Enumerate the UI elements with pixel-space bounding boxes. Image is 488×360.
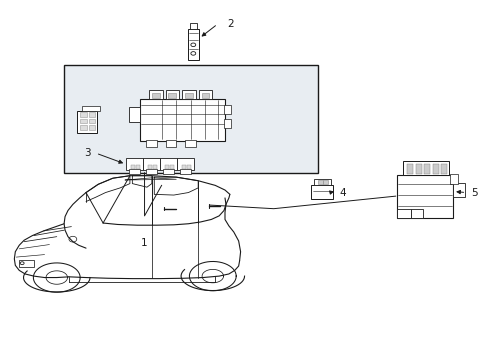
- Bar: [80, 119, 86, 123]
- Bar: [182, 165, 186, 168]
- Bar: [177, 158, 193, 170]
- Bar: [165, 140, 176, 147]
- Bar: [313, 179, 330, 185]
- Bar: [163, 169, 173, 174]
- Bar: [148, 165, 152, 168]
- Text: 4: 4: [339, 188, 346, 198]
- Bar: [64, 65, 317, 173]
- Bar: [153, 165, 157, 168]
- Bar: [323, 180, 328, 184]
- Bar: [89, 119, 95, 123]
- Bar: [126, 158, 142, 170]
- Bar: [317, 180, 322, 184]
- Bar: [146, 169, 157, 174]
- Text: 1: 1: [141, 238, 147, 248]
- Bar: [432, 163, 438, 174]
- Bar: [449, 174, 457, 184]
- Bar: [180, 169, 190, 174]
- Bar: [440, 163, 447, 174]
- Bar: [146, 140, 157, 147]
- Bar: [396, 175, 452, 219]
- Bar: [77, 111, 97, 133]
- Bar: [188, 30, 199, 60]
- Text: 5: 5: [470, 188, 477, 198]
- Bar: [189, 23, 196, 30]
- Bar: [149, 90, 162, 99]
- Bar: [184, 140, 195, 147]
- Bar: [310, 185, 332, 199]
- Bar: [80, 125, 86, 130]
- Bar: [152, 93, 159, 98]
- Bar: [186, 165, 191, 168]
- Bar: [136, 165, 140, 168]
- Bar: [410, 210, 423, 219]
- Bar: [143, 158, 159, 170]
- Bar: [165, 90, 179, 99]
- Bar: [198, 90, 212, 99]
- Bar: [82, 106, 100, 111]
- Bar: [201, 93, 209, 98]
- Bar: [129, 107, 140, 122]
- Bar: [169, 165, 174, 168]
- Bar: [415, 163, 421, 174]
- Bar: [131, 165, 135, 168]
- Bar: [452, 183, 464, 197]
- Bar: [160, 158, 176, 170]
- Bar: [184, 93, 192, 98]
- Bar: [402, 161, 448, 175]
- Bar: [89, 112, 95, 117]
- Bar: [168, 93, 176, 98]
- Bar: [396, 210, 410, 219]
- Bar: [182, 90, 195, 99]
- Bar: [224, 105, 231, 114]
- Bar: [89, 125, 95, 130]
- Bar: [406, 163, 412, 174]
- Bar: [80, 112, 86, 117]
- Text: 2: 2: [227, 19, 234, 29]
- Text: 3: 3: [84, 148, 91, 158]
- Bar: [423, 163, 429, 174]
- Bar: [19, 260, 34, 267]
- Bar: [224, 119, 231, 128]
- Bar: [140, 99, 224, 140]
- Bar: [164, 165, 169, 168]
- Bar: [129, 169, 140, 174]
